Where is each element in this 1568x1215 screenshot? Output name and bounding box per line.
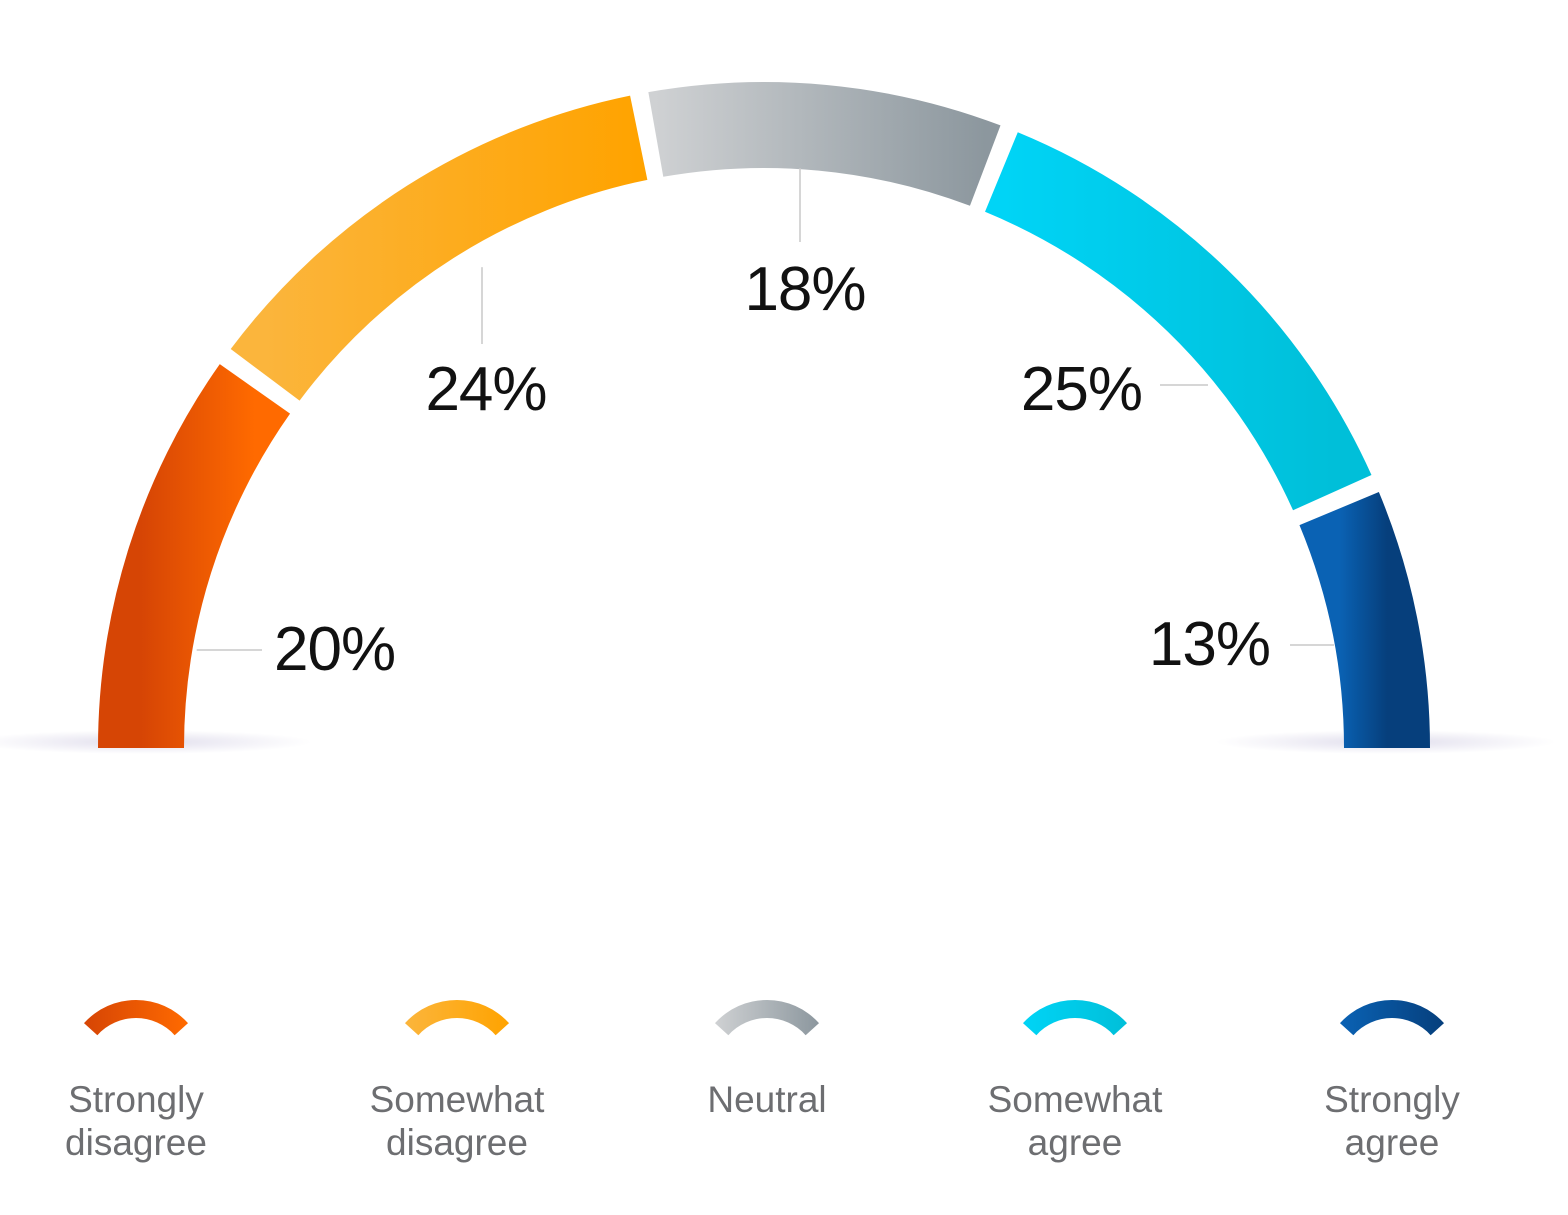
value-label-somewhat-agree: 25% bbox=[1021, 355, 1142, 424]
legend-arc-icon bbox=[1022, 999, 1128, 1036]
value-labels: 20% 24% 18% 25% 13% bbox=[274, 255, 1271, 684]
gauge-segment-somewhat-agree bbox=[985, 132, 1372, 511]
legend-label: agree bbox=[1345, 1122, 1440, 1163]
legend-label: Strongly bbox=[68, 1079, 204, 1120]
gauge-segment-strongly-disagree bbox=[98, 364, 291, 748]
legend-label: disagree bbox=[65, 1122, 207, 1163]
value-label-somewhat-disagree: 24% bbox=[425, 355, 546, 424]
gauge-segment-somewhat-disagree bbox=[230, 95, 648, 401]
gauge-arcs bbox=[98, 82, 1430, 748]
legend-arc-icon bbox=[404, 999, 510, 1036]
value-label-neutral: 18% bbox=[744, 255, 865, 324]
legend-label: Somewhat bbox=[988, 1079, 1164, 1120]
legend-item-neutral: Neutral bbox=[707, 999, 827, 1120]
value-label-strongly-agree: 13% bbox=[1149, 610, 1270, 679]
value-label-strongly-disagree: 20% bbox=[274, 615, 395, 684]
legend-label: Strongly bbox=[1324, 1079, 1460, 1120]
legend-label: agree bbox=[1028, 1122, 1123, 1163]
gauge-segment-neutral bbox=[648, 82, 1001, 206]
legend-label: disagree bbox=[386, 1122, 528, 1163]
legend-arc-icon bbox=[714, 999, 820, 1036]
legend-arc-icon bbox=[1339, 999, 1445, 1036]
leader-lines bbox=[196, 168, 1334, 651]
base-shadow bbox=[0, 730, 1556, 754]
gauge-segment-strongly-agree bbox=[1299, 492, 1430, 748]
legend-arc-icon bbox=[83, 999, 189, 1036]
legend-label: Somewhat bbox=[370, 1079, 546, 1120]
legend-label: Neutral bbox=[707, 1079, 826, 1120]
